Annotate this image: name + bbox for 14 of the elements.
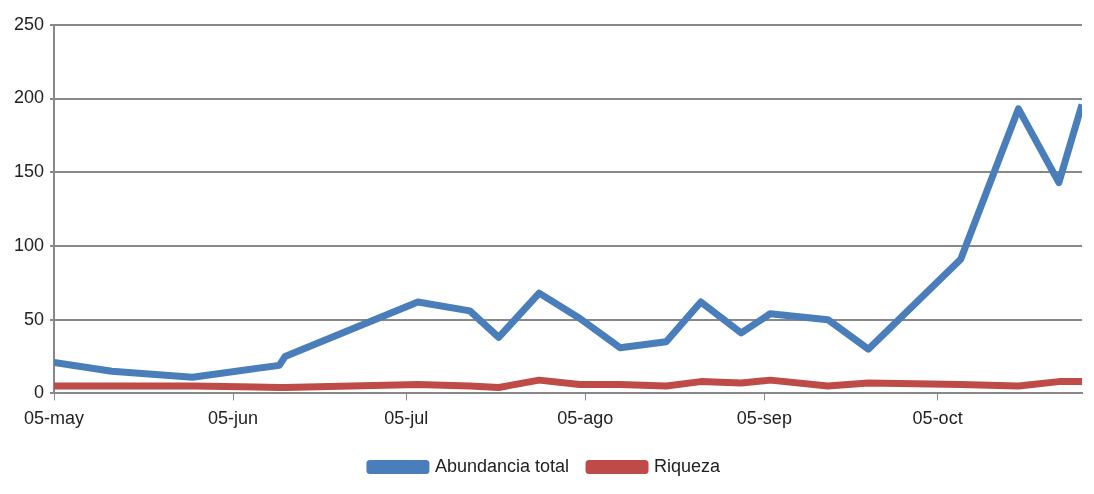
legend-label: Abundancia total [434,455,570,476]
y-tick-label: 250 [13,13,45,34]
x-tick-label: 05-oct [912,408,963,429]
x-tick-label: 05-ago [557,408,614,429]
x-tick-label: 05-jul [384,408,429,429]
x-tick-label: 05-jun [208,408,259,429]
y-tick-label: 200 [13,87,45,108]
y-tick-label: 0 [34,382,45,403]
y-tick-label: 100 [13,234,45,255]
x-tick-label: 05-may [24,408,85,429]
legend-label: Riqueza [654,455,722,476]
x-tick-label: 05-sep [736,408,792,429]
y-tick-label: 50 [24,308,45,329]
y-tick-label: 150 [13,161,45,182]
